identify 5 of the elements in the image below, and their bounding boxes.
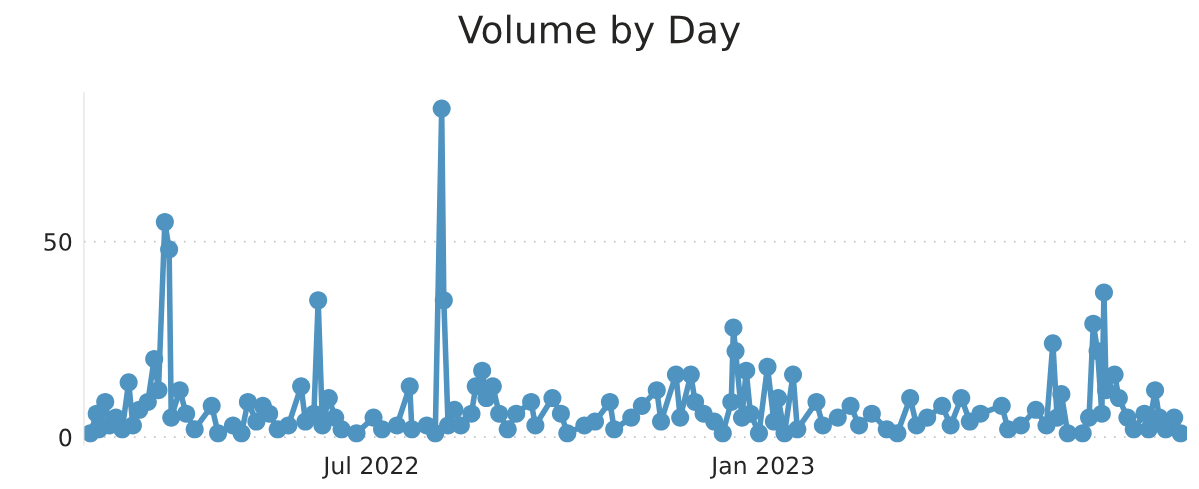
y-tick-label: 0 — [59, 428, 72, 447]
x-tick-label: Jan 2023 — [710, 456, 814, 479]
x-tick-label: Jul 2022 — [322, 456, 418, 479]
y-tick-label: 50 — [44, 233, 72, 251]
chart-title: Volume by Day — [458, 14, 741, 51]
